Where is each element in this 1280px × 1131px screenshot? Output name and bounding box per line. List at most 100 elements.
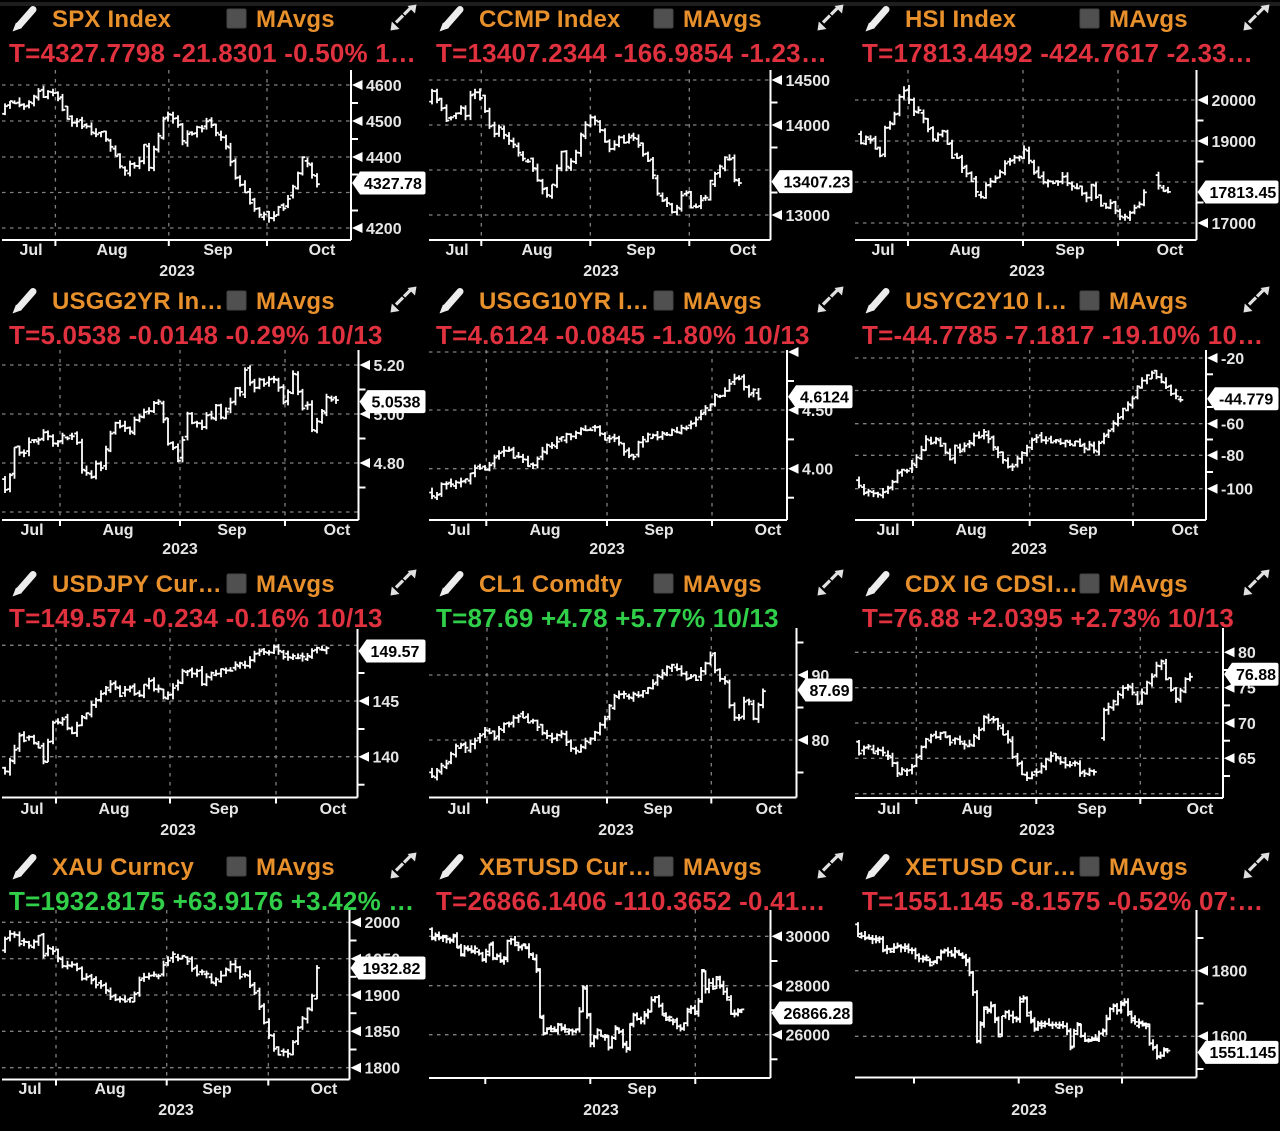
svg-text:Aug: Aug: [529, 801, 560, 818]
svg-text:MAvgs: MAvgs: [683, 854, 762, 881]
svg-text:14000: 14000: [786, 118, 831, 135]
svg-text:Sep: Sep: [626, 242, 656, 259]
svg-text:Aug: Aug: [98, 801, 129, 818]
svg-text:140: 140: [373, 750, 400, 767]
svg-text:Aug: Aug: [529, 522, 560, 539]
svg-text:4400: 4400: [366, 150, 402, 167]
svg-text:80: 80: [812, 733, 830, 750]
svg-text:Jul: Jul: [877, 801, 900, 818]
svg-text:2023: 2023: [158, 1102, 194, 1119]
svg-text:T=1551.145 -8.1575 -0.52% 07:…: T=1551.145 -8.1575 -0.52% 07:…: [862, 886, 1263, 916]
svg-text:Aug: Aug: [96, 242, 127, 259]
svg-text:14500: 14500: [786, 73, 831, 90]
svg-text:Jul: Jul: [20, 522, 43, 539]
svg-text:Jul: Jul: [19, 242, 42, 259]
svg-text:1800: 1800: [1212, 964, 1248, 981]
svg-text:Oct: Oct: [320, 801, 347, 818]
svg-text:Jul: Jul: [447, 801, 470, 818]
svg-text:5.20: 5.20: [374, 358, 405, 375]
svg-text:4500: 4500: [366, 114, 402, 131]
svg-text:4.80: 4.80: [374, 456, 405, 473]
svg-text:CCMP Index: CCMP Index: [479, 6, 621, 33]
svg-text:XAU Curncy: XAU Curncy: [52, 854, 194, 881]
svg-text:MAvgs: MAvgs: [256, 854, 335, 881]
svg-text:Sep: Sep: [643, 801, 673, 818]
svg-text:2023: 2023: [1009, 263, 1045, 280]
svg-text:T=13407.2344 -166.9854 -1.23…: T=13407.2344 -166.9854 -1.23…: [436, 38, 827, 68]
svg-text:Oct: Oct: [324, 522, 351, 539]
svg-text:MAvgs: MAvgs: [256, 571, 335, 598]
svg-text:4200: 4200: [366, 221, 402, 238]
svg-text:19000: 19000: [1212, 134, 1257, 151]
svg-text:17813.45: 17813.45: [1210, 185, 1277, 202]
svg-text:2023: 2023: [589, 541, 625, 558]
svg-text:MAvgs: MAvgs: [1109, 288, 1188, 315]
svg-text:Aug: Aug: [521, 242, 552, 259]
svg-text:Sep: Sep: [1068, 522, 1098, 539]
svg-text:-44.779: -44.779: [1219, 392, 1273, 409]
svg-text:2023: 2023: [162, 541, 198, 558]
svg-text:1932.82: 1932.82: [363, 961, 421, 978]
svg-text:Jul: Jul: [876, 522, 899, 539]
svg-text:Sep: Sep: [202, 1081, 232, 1098]
svg-text:Aug: Aug: [949, 242, 980, 259]
svg-text:MAvgs: MAvgs: [683, 571, 762, 598]
svg-text:MAvgs: MAvgs: [256, 288, 335, 315]
svg-text:2023: 2023: [1011, 541, 1047, 558]
svg-text:13407.23: 13407.23: [784, 174, 851, 191]
svg-text:5.0538: 5.0538: [372, 394, 421, 411]
svg-text:T=4.6124 -0.0845 -1.80% 10/13: T=4.6124 -0.0845 -1.80% 10/13: [436, 320, 810, 350]
svg-text:HSI Index: HSI Index: [905, 6, 1017, 33]
svg-text:T=-44.7785 -7.1817 -19.10% 10…: T=-44.7785 -7.1817 -19.10% 10…: [862, 320, 1263, 350]
svg-text:Oct: Oct: [309, 242, 336, 259]
svg-text:2023: 2023: [1019, 822, 1055, 839]
svg-text:Oct: Oct: [730, 242, 757, 259]
svg-text:T=4327.7798 -21.8301 -0.50% 1…: T=4327.7798 -21.8301 -0.50% 1…: [9, 38, 416, 68]
svg-text:T=1932.8175 +63.9176 +3.42% …: T=1932.8175 +63.9176 +3.42% …: [9, 886, 415, 916]
svg-text:2023: 2023: [583, 263, 619, 280]
svg-text:26000: 26000: [786, 1028, 831, 1045]
svg-text:2000: 2000: [365, 915, 401, 932]
svg-text:2023: 2023: [160, 822, 196, 839]
svg-text:1850: 1850: [365, 1024, 401, 1041]
svg-text:Sep: Sep: [217, 522, 247, 539]
svg-text:2023: 2023: [159, 263, 195, 280]
svg-text:Aug: Aug: [961, 801, 992, 818]
svg-text:T=5.0538 -0.0148 -0.29% 10/13: T=5.0538 -0.0148 -0.29% 10/13: [9, 320, 383, 350]
svg-text:Sep: Sep: [644, 522, 674, 539]
svg-text:Oct: Oct: [311, 1081, 338, 1098]
svg-text:MAvgs: MAvgs: [683, 6, 762, 33]
svg-text:Sep: Sep: [627, 1081, 657, 1098]
svg-text:MAvgs: MAvgs: [256, 6, 335, 33]
svg-text:20000: 20000: [1212, 93, 1257, 110]
svg-text:MAvgs: MAvgs: [1109, 6, 1188, 33]
svg-text:2023: 2023: [583, 1102, 619, 1119]
svg-text:17000: 17000: [1212, 216, 1257, 233]
svg-text:1551.145: 1551.145: [1210, 1045, 1277, 1062]
svg-text:149.57: 149.57: [371, 644, 420, 661]
svg-text:Jul: Jul: [20, 801, 43, 818]
svg-text:Aug: Aug: [102, 522, 133, 539]
svg-text:-80: -80: [1221, 448, 1244, 465]
svg-text:80: 80: [1238, 645, 1256, 662]
svg-text:XETUSD Cur…: XETUSD Cur…: [905, 854, 1077, 881]
svg-text:4600: 4600: [366, 78, 402, 95]
svg-text:-60: -60: [1221, 417, 1244, 434]
svg-text:USDJPY Cur…: USDJPY Cur…: [52, 571, 222, 598]
svg-text:13000: 13000: [786, 208, 831, 225]
svg-text:Oct: Oct: [1172, 522, 1199, 539]
svg-text:26866.28: 26866.28: [784, 1006, 851, 1023]
svg-text:Oct: Oct: [756, 801, 783, 818]
svg-text:T=26866.1406 -110.3652 -0.41…: T=26866.1406 -110.3652 -0.41…: [436, 886, 826, 916]
svg-text:Sep: Sep: [1054, 1081, 1084, 1098]
svg-text:Aug: Aug: [94, 1081, 125, 1098]
svg-text:Oct: Oct: [755, 522, 782, 539]
svg-text:Jul: Jul: [447, 522, 470, 539]
svg-text:2023: 2023: [598, 822, 634, 839]
svg-text:SPX Index: SPX Index: [52, 6, 172, 33]
svg-text:Sep: Sep: [1055, 242, 1085, 259]
svg-text:Aug: Aug: [955, 522, 986, 539]
svg-text:USGG10YR I…: USGG10YR I…: [479, 288, 649, 315]
svg-text:1800: 1800: [365, 1061, 401, 1078]
svg-text:Oct: Oct: [1187, 801, 1214, 818]
